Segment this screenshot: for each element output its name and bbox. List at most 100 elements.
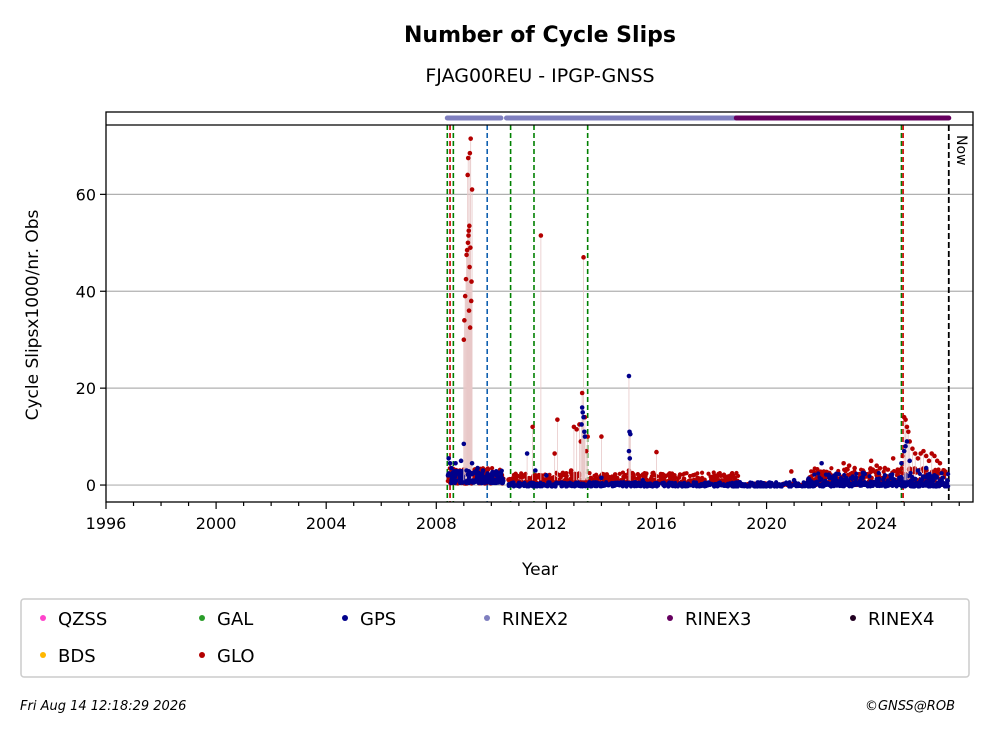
data-point-gps bbox=[615, 482, 620, 487]
legend-marker-rinex3 bbox=[667, 615, 673, 621]
data-point-glo bbox=[486, 467, 491, 472]
data-point-gps bbox=[798, 483, 803, 489]
data-point-glo bbox=[937, 460, 943, 466]
data-point-glo bbox=[530, 424, 535, 430]
data-point-gps bbox=[599, 475, 604, 481]
data-point-glo bbox=[576, 471, 582, 476]
data-point-gps bbox=[833, 482, 838, 488]
data-point-glo bbox=[677, 473, 682, 479]
data-point-gps bbox=[694, 484, 699, 489]
data-point-gps bbox=[917, 471, 922, 477]
data-point-gps bbox=[734, 480, 739, 485]
data-point-gps bbox=[871, 479, 876, 485]
x-tick-label: 2024 bbox=[856, 514, 897, 533]
data-point-glo bbox=[933, 467, 938, 472]
data-point-gps bbox=[816, 471, 821, 476]
data-point-gps bbox=[932, 482, 937, 488]
data-point-gps bbox=[768, 480, 773, 485]
data-point-gps bbox=[936, 481, 941, 486]
data-point-glo bbox=[531, 476, 536, 481]
data-point-gps bbox=[517, 484, 523, 489]
data-point-gps bbox=[899, 460, 904, 466]
data-point-glo bbox=[713, 473, 718, 479]
data-point-glo bbox=[921, 448, 926, 454]
data-point-gps bbox=[946, 472, 951, 477]
data-point-gps bbox=[558, 480, 564, 485]
data-point-gps bbox=[756, 482, 761, 487]
data-point-glo bbox=[890, 456, 896, 461]
data-point-glo bbox=[617, 471, 622, 476]
data-point-gps bbox=[882, 481, 887, 486]
data-point-gps bbox=[740, 484, 745, 489]
data-point-glo bbox=[881, 469, 886, 474]
data-point-gps bbox=[523, 483, 528, 488]
data-point-glo bbox=[670, 471, 675, 476]
data-point-glo bbox=[699, 470, 705, 475]
data-point-gps bbox=[632, 484, 637, 489]
data-point-gps bbox=[464, 468, 469, 473]
data-point-glo bbox=[469, 187, 475, 192]
data-point-gps bbox=[791, 477, 797, 483]
data-point-gps bbox=[511, 480, 516, 485]
data-point-gps bbox=[626, 373, 632, 379]
data-point-gps bbox=[582, 434, 588, 439]
data-point-gps bbox=[823, 472, 829, 477]
y-axis-label: Cycle Slipsx1000/nr. Obs bbox=[23, 209, 43, 420]
data-point-gps bbox=[524, 451, 530, 456]
data-point-gps bbox=[482, 480, 487, 485]
data-point-gps bbox=[533, 468, 538, 473]
data-point-gps bbox=[449, 478, 454, 483]
data-point-gps bbox=[805, 479, 811, 484]
data-point-gps bbox=[945, 478, 950, 483]
data-point-gps bbox=[915, 468, 921, 473]
data-point-gps bbox=[924, 479, 929, 485]
data-point-glo bbox=[581, 255, 586, 260]
data-point-gps bbox=[544, 473, 549, 478]
y-tick-label: 0 bbox=[86, 476, 96, 495]
data-point-gps bbox=[592, 482, 597, 488]
data-point-gps bbox=[621, 480, 626, 485]
data-point-gps bbox=[651, 483, 656, 489]
data-point-glo bbox=[605, 476, 611, 481]
data-point-gps bbox=[904, 439, 910, 444]
data-point-gps bbox=[787, 482, 792, 487]
y-tick-label: 60 bbox=[76, 185, 96, 204]
data-point-gps bbox=[860, 474, 865, 479]
data-point-gps bbox=[605, 483, 610, 488]
data-point-gps bbox=[730, 484, 735, 489]
data-point-glo bbox=[574, 427, 579, 432]
data-point-glo bbox=[490, 466, 495, 471]
data-point-gps bbox=[698, 482, 703, 488]
data-point-glo bbox=[464, 252, 469, 258]
data-point-gps bbox=[794, 484, 799, 489]
data-point-gps bbox=[477, 476, 482, 481]
data-point-gps bbox=[529, 481, 534, 486]
data-point-glo bbox=[506, 477, 511, 482]
data-point-glo bbox=[462, 318, 467, 323]
data-point-gps bbox=[667, 481, 673, 486]
data-point-gps bbox=[926, 474, 931, 480]
data-point-gps bbox=[533, 484, 538, 489]
data-point-gps bbox=[942, 482, 947, 487]
data-point-gps bbox=[912, 482, 917, 487]
data-point-glo bbox=[650, 470, 655, 476]
data-point-glo bbox=[846, 463, 852, 468]
data-point-gps bbox=[581, 483, 586, 488]
data-point-glo bbox=[468, 298, 474, 304]
data-point-gps bbox=[627, 456, 633, 461]
legend: QZSS GAL GPS RINEX2 RINEX3 RINEX4 BDS G bbox=[20, 598, 970, 678]
data-point-glo bbox=[643, 473, 648, 478]
data-point-glo bbox=[635, 472, 640, 477]
chart-subtitle: FJAG00REU - IPGP-GNSS bbox=[425, 65, 654, 87]
data-point-glo bbox=[587, 470, 592, 476]
data-point-glo bbox=[466, 233, 471, 238]
data-point-gps bbox=[899, 482, 904, 488]
data-point-gps bbox=[894, 479, 899, 484]
x-tick-label: 2012 bbox=[526, 514, 567, 533]
data-point-gps bbox=[849, 476, 855, 482]
data-point-gps bbox=[854, 471, 859, 476]
data-point-glo bbox=[895, 467, 900, 472]
data-point-glo bbox=[466, 308, 472, 313]
data-point-glo bbox=[903, 417, 908, 422]
data-point-gps bbox=[923, 465, 929, 471]
